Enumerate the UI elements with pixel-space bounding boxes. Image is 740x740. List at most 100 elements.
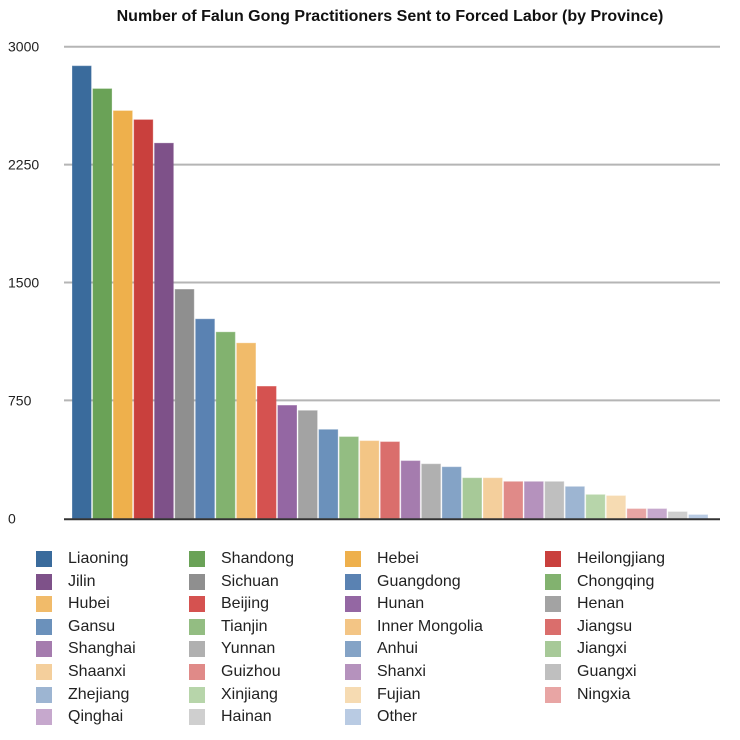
- legend-swatch: [189, 709, 205, 726]
- bar-shandong: [92, 88, 113, 519]
- legend-item: Henan: [545, 595, 624, 613]
- bar-anhui: [441, 466, 462, 519]
- legend-item: Tianjin: [189, 618, 268, 636]
- legend-item: Chongqing: [545, 573, 654, 591]
- legend-label: Shaanxi: [68, 663, 126, 680]
- legend-swatch: [545, 551, 561, 567]
- y-tick-label: 0: [8, 510, 16, 526]
- legend-swatch: [545, 664, 561, 680]
- legend-swatch: [345, 709, 361, 726]
- bar-inner-mongolia: [359, 440, 380, 519]
- legend-swatch: [36, 573, 52, 590]
- legend-label: Anhui: [377, 640, 418, 658]
- legend-label: Hainan: [221, 708, 272, 726]
- chart-title: Number of Falun Gong Practitioners Sent …: [116, 8, 664, 25]
- legend-swatch: [36, 596, 52, 613]
- legend-swatch: [36, 641, 52, 658]
- legend-label: Jiangxi: [577, 640, 627, 658]
- bar-jilin: [154, 142, 174, 519]
- legend-item: Inner Mongolia: [345, 618, 483, 636]
- legend-label: Guizhou: [221, 663, 281, 680]
- legend-item: Hebei: [345, 550, 419, 568]
- legend-item: Shanxi: [345, 663, 426, 681]
- legend-item: Liaoning: [36, 550, 129, 568]
- legend-item: Hunan: [345, 595, 424, 613]
- legend-item: Yunnan: [189, 640, 275, 658]
- bar-other: [688, 514, 708, 519]
- legend-label: Shanghai: [68, 640, 136, 658]
- legend-swatch: [345, 551, 361, 567]
- legend-label: Sichuan: [221, 572, 279, 590]
- bar-zhejiang: [565, 486, 585, 519]
- legend-label: Tianjin: [221, 617, 268, 635]
- legend-swatch: [36, 664, 52, 680]
- legend-swatch: [36, 686, 52, 703]
- legend-item: Ningxia: [545, 686, 630, 704]
- legend-label: Beijing: [221, 595, 270, 613]
- legend-label: Jiangsu: [577, 617, 633, 635]
- legend-item: Sichuan: [189, 573, 279, 591]
- legend-swatch: [36, 551, 52, 567]
- bar-guangxi: [544, 481, 565, 519]
- legend-label: Yunnan: [221, 640, 276, 658]
- legend-item: Zhejiang: [36, 686, 129, 704]
- bar-hunan: [277, 405, 297, 519]
- y-tick-label: 2250: [8, 157, 39, 173]
- legend-item: Jilin: [36, 573, 96, 591]
- bar-henan: [298, 410, 318, 519]
- legend-item: Fujian: [345, 686, 421, 704]
- bar-chongqing: [215, 331, 236, 519]
- bar-jiangsu: [380, 441, 400, 519]
- legend-item: Shaanxi: [36, 663, 126, 681]
- bar-gansu: [318, 429, 339, 519]
- legend-item: Other: [345, 708, 417, 726]
- legend-swatch: [545, 618, 561, 635]
- legend-label: Xinjiang: [221, 685, 278, 703]
- legend-item: Beijing: [189, 595, 269, 613]
- bar-hebei: [113, 110, 133, 519]
- bar-guizhou: [503, 481, 524, 519]
- legend-item: Heilongjiang: [545, 550, 665, 568]
- legend-item: Hubei: [36, 595, 110, 613]
- y-tick-label: 1500: [8, 275, 39, 291]
- legend-label: Gansu: [68, 617, 116, 635]
- bar-shaanxi: [483, 477, 503, 519]
- legend-label: Shandong: [221, 550, 294, 567]
- legend-swatch: [189, 641, 205, 658]
- legend-label: Henan: [577, 595, 625, 613]
- legend-label: Shanxi: [377, 663, 426, 680]
- bar-shanxi: [524, 481, 544, 519]
- legend-label: Hunan: [377, 595, 425, 613]
- bar-tianjin: [339, 436, 359, 519]
- legend-label: Guangxi: [577, 663, 637, 680]
- legend-swatch: [189, 664, 205, 680]
- bar-liaoning: [72, 65, 92, 519]
- legend-item: Shandong: [189, 550, 294, 568]
- legend-label: Inner Mongolia: [377, 617, 483, 635]
- legend-label: Other: [377, 708, 418, 726]
- legend-item: Guizhou: [189, 663, 281, 681]
- legend-label: Fujian: [377, 685, 421, 703]
- bar-xinjiang: [585, 494, 606, 519]
- plot-area: 0 750 1500 2250 3000: [8, 39, 720, 526]
- legend-swatch: [345, 573, 361, 590]
- y-tick-label: 750: [8, 392, 32, 408]
- legend-item: Xinjiang: [189, 686, 278, 704]
- bar-ningxia: [626, 508, 647, 519]
- bar-yunnan: [421, 463, 441, 519]
- legend-swatch: [189, 596, 205, 613]
- bar-jiangxi: [462, 477, 482, 519]
- legend-swatch: [189, 573, 205, 590]
- bar-heilongjiang: [133, 119, 154, 519]
- legend-item: Guangxi: [545, 663, 637, 681]
- y-tick-label: 3000: [8, 39, 39, 55]
- legend-label: Jilin: [68, 572, 96, 590]
- legend-label: Zhejiang: [68, 685, 130, 703]
- legend-label: Ningxia: [577, 685, 631, 703]
- bar-qinghai: [647, 508, 667, 519]
- legend-item: Guangdong: [345, 573, 461, 591]
- legend-item: Jiangxi: [545, 640, 627, 658]
- legend-label: Hubei: [68, 595, 110, 613]
- legend-swatch: [36, 709, 52, 726]
- legend-swatch: [545, 641, 561, 658]
